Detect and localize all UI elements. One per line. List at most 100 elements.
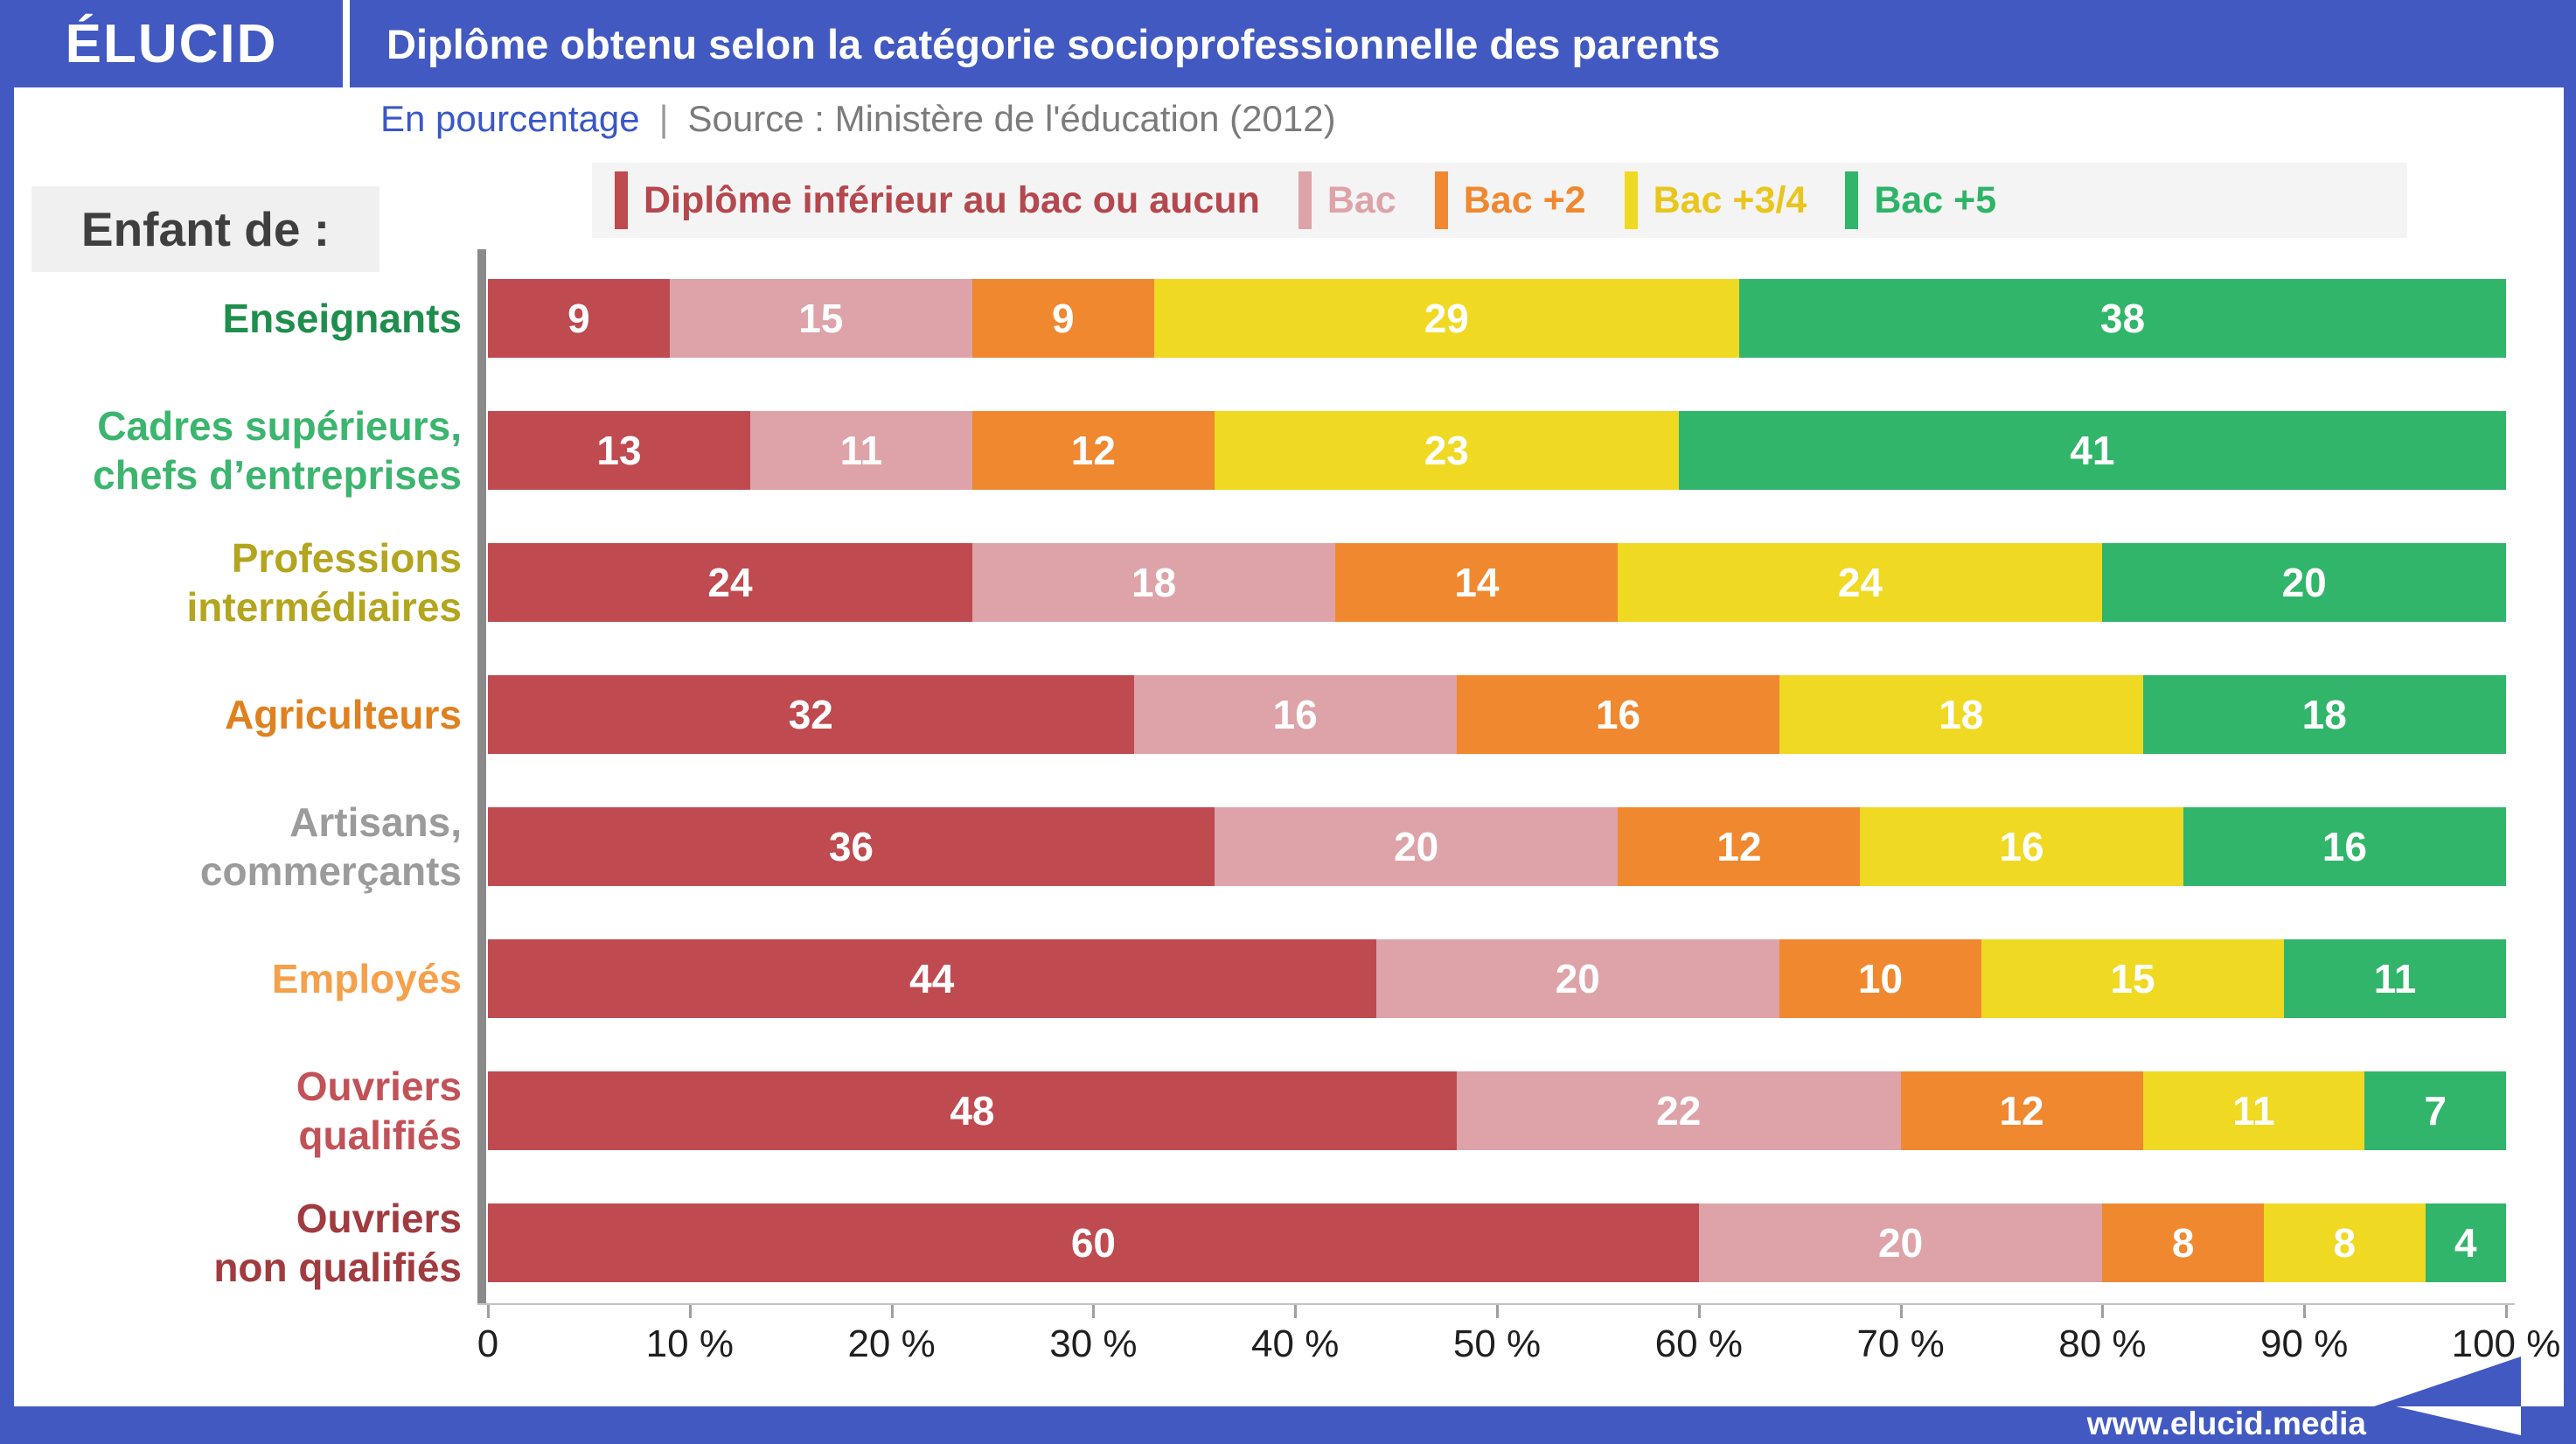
bar-segment: 24 — [1618, 543, 2103, 622]
x-tick — [1496, 1305, 1499, 1318]
x-tick — [1697, 1305, 1701, 1318]
segment-value: 4 — [2454, 1220, 2477, 1266]
legend-color-swatch — [1298, 171, 1312, 229]
x-tick — [2505, 1305, 2508, 1318]
bar-segment: 11 — [2284, 939, 2506, 1018]
bar-segment: 41 — [1678, 411, 2506, 490]
bar-segment: 16 — [1860, 807, 2183, 886]
bar-segment: 12 — [1900, 1071, 2143, 1150]
segment-value: 12 — [1070, 428, 1116, 473]
bar-row: Agriculteurs 32 16 16 18 18 — [14, 675, 2506, 754]
segment-value: 38 — [2099, 296, 2146, 341]
x-tick-label: 30 % — [1049, 1322, 1138, 1365]
bar-segment: 10 — [1779, 939, 1981, 1018]
segment-value: 24 — [1837, 560, 1883, 605]
bar-segment: 20 — [2102, 543, 2506, 622]
x-tick — [1092, 1305, 1096, 1318]
bar-row: Professions intermédiaires 24 18 14 24 20 — [14, 535, 2506, 630]
bar-segment: 12 — [971, 411, 1215, 490]
bar-segment: 9 — [488, 279, 670, 358]
row-label: Artisans, commerçants — [199, 799, 462, 894]
row-label: Professions intermédiaires — [186, 534, 462, 630]
bar-segment: 60 — [488, 1203, 1699, 1282]
bar-row: Ouvriers non qualifiés 60 20 8 8 4 — [14, 1196, 2506, 1290]
bar-segment: 23 — [1214, 411, 1679, 490]
bar-segment: 14 — [1335, 543, 1619, 622]
x-tick-label: 100 % — [2451, 1322, 2561, 1365]
segment-value: 18 — [2301, 692, 2347, 737]
unit-label: En pourcentage — [380, 98, 640, 139]
footer-url[interactable]: www.elucid.media — [2086, 1406, 2366, 1441]
stacked-bar: 48 22 12 11 7 — [488, 1071, 2506, 1150]
bar-segment: 18 — [2142, 675, 2506, 754]
row-label: Employés — [271, 955, 462, 1001]
segment-value: 23 — [1424, 428, 1469, 473]
segment-value: 13 — [596, 428, 642, 473]
bar-row: Artisans, commerçants 36 20 12 16 16 — [14, 799, 2506, 894]
row-label: Ouvriers qualifiés — [296, 1063, 462, 1158]
x-tick-label: 60 % — [1654, 1322, 1743, 1365]
bar-segment: 8 — [2264, 1203, 2426, 1282]
segment-value: 48 — [950, 1088, 995, 1134]
bar-segment: 8 — [2102, 1203, 2265, 1282]
left-border — [0, 0, 14, 1444]
segment-value: 12 — [1716, 824, 1762, 869]
x-tick-label: 10 % — [645, 1322, 734, 1365]
bar-segment: 16 — [1456, 675, 1780, 754]
segment-value: 44 — [909, 956, 955, 1001]
bar-segment: 32 — [488, 675, 1134, 754]
legend-color-swatch — [1845, 171, 1859, 229]
x-tick-label: 50 % — [1452, 1322, 1542, 1365]
bar-segment: 22 — [1456, 1071, 1901, 1150]
stacked-bar: 60 20 8 8 4 — [488, 1203, 2506, 1282]
segment-value: 20 — [1394, 824, 1439, 869]
segment-value: 32 — [788, 692, 833, 737]
bar-segment: 16 — [2183, 807, 2506, 886]
footer — [0, 1406, 2576, 1444]
bar-segment: 24 — [488, 543, 972, 622]
page-title: Diplôme obtenu selon la catégorie sociop… — [386, 20, 1721, 67]
x-tick-label: 80 % — [2058, 1322, 2147, 1365]
segment-value: 20 — [1555, 956, 1600, 1001]
legend-color-swatch — [1624, 171, 1638, 229]
bar-segment: 4 — [2425, 1203, 2506, 1282]
legend-color-swatch — [615, 171, 628, 229]
segment-value: 8 — [2333, 1220, 2357, 1266]
row-label: Cadres supérieurs, chefs d’entreprises — [93, 402, 462, 498]
segment-value: 22 — [1656, 1088, 1702, 1134]
right-border — [2564, 0, 2576, 1444]
segment-value: 9 — [567, 296, 590, 341]
legend: Diplôme inférieur au bac ou aucun Bac Bac … — [592, 163, 2407, 238]
segment-value: 16 — [1595, 692, 1641, 737]
segment-value: 11 — [2232, 1088, 2275, 1134]
segment-value: 29 — [1424, 296, 1469, 341]
bar-segment: 9 — [971, 279, 1154, 358]
legend-item: Bac +5 — [1845, 171, 1996, 229]
segment-value: 15 — [2110, 956, 2155, 1001]
x-tick — [1294, 1305, 1298, 1318]
x-tick — [2303, 1305, 2307, 1318]
row-label: Enseignants — [222, 295, 462, 341]
bar-row: Employés 44 20 10 15 11 — [14, 939, 2506, 1018]
legend-item: Diplôme inférieur au bac ou aucun — [615, 171, 1260, 229]
bar-segment: 29 — [1153, 279, 1739, 358]
legend-item: Bac +3/4 — [1624, 171, 1807, 229]
x-tick — [890, 1305, 894, 1318]
subheader-separator: | — [658, 98, 669, 139]
x-tick-label: 20 % — [847, 1322, 936, 1365]
segment-value: 8 — [2171, 1220, 2195, 1266]
row-axis-title: Enfant de : — [31, 186, 379, 272]
source-label: Source : Ministère de l'éducation (2012) — [687, 98, 1336, 139]
segment-value: 18 — [1131, 560, 1177, 605]
bar-segment: 16 — [1133, 675, 1457, 754]
row-label: Agriculteurs — [225, 691, 462, 737]
bar-segment: 44 — [488, 939, 1376, 1018]
legend-color-swatch — [1434, 171, 1448, 229]
bar-segment: 20 — [1214, 807, 1619, 886]
stacked-bar: 13 11 12 23 41 — [488, 411, 2506, 490]
segment-value: 11 — [2373, 956, 2417, 1001]
stacked-bar: 44 20 10 15 11 — [488, 939, 2506, 1018]
bar-segment: 15 — [669, 279, 972, 358]
y-axis-line — [477, 249, 486, 1303]
stacked-bar: 9 15 9 29 38 — [488, 279, 2506, 358]
